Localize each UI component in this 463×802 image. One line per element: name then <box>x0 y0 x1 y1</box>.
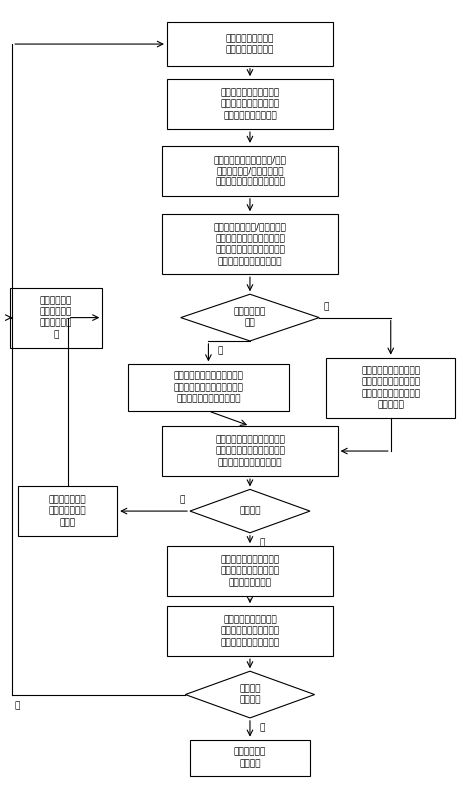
FancyBboxPatch shape <box>190 739 310 776</box>
Text: 是: 是 <box>259 723 264 732</box>
Text: 平台对用户提交的订
单信息进行确认流程: 平台对用户提交的订 单信息进行确认流程 <box>226 34 274 55</box>
FancyBboxPatch shape <box>167 22 333 66</box>
Text: 用户满意
生产效果: 用户满意 生产效果 <box>239 684 261 705</box>
Text: 平台进行生产任务调度，
分配生产工厂及烧录控制
终端并下发任务标识码: 平台进行生产任务调度， 分配生产工厂及烧录控制 终端并下发任务标识码 <box>220 88 280 120</box>
FancyBboxPatch shape <box>10 288 102 347</box>
Text: 校验通过: 校验通过 <box>239 507 261 516</box>
FancyBboxPatch shape <box>162 146 338 196</box>
Text: 否: 否 <box>324 302 329 311</box>
FancyBboxPatch shape <box>167 79 333 129</box>
Text: 用户将生产资料上传至远
程自助烧录平台，实际生
产前由平台下发至生产烧
录控制终端: 用户将生产资料上传至远 程自助烧录平台，实际生 产前由平台下发至生产烧 录控制终… <box>361 366 420 409</box>
Polygon shape <box>185 671 314 718</box>
FancyBboxPatch shape <box>167 546 333 596</box>
FancyBboxPatch shape <box>162 426 338 476</box>
Text: 生产烧录控制终端将固件
发送到烧录模块，开始进
行烧录生产、测试: 生产烧录控制终端将固件 发送到烧录模块，开始进 行烧录生产、测试 <box>220 555 280 587</box>
Polygon shape <box>190 489 310 533</box>
FancyBboxPatch shape <box>18 486 117 536</box>
FancyBboxPatch shape <box>326 358 456 418</box>
Text: 否: 否 <box>180 496 185 504</box>
Polygon shape <box>181 294 319 341</box>
Text: 是: 是 <box>259 538 264 547</box>
Text: 用户自定义修改加/解密代码后
编译生成动态链接库，并对原
始固件进行加密，连同任务标
识码作为本次任务生产资料: 用户自定义修改加/解密代码后 编译生成动态链接库，并对原 始固件进行加密，连同任… <box>213 222 287 266</box>
FancyBboxPatch shape <box>162 214 338 274</box>
Text: 问题上报平台，
通知用户检查生
产资料: 问题上报平台， 通知用户检查生 产资料 <box>49 495 87 527</box>
Text: 平台下发任务标识码、加/解密
程序框架、加/解密代码模板
库、编译环境至用户操作终端: 平台下发任务标识码、加/解密 程序框架、加/解密代码模板 库、编译环境至用户操作… <box>213 155 287 187</box>
Text: 生产资料直传
方式: 生产资料直传 方式 <box>234 307 266 328</box>
Text: 实际生产开始前生产资料通过
网络穿透方式，由用户操作终
端发送至生产烧录控制终端: 实际生产开始前生产资料通过 网络穿透方式，由用户操作终 端发送至生产烧录控制终端 <box>174 371 244 403</box>
Text: 生产烧录控制终端将生
产、测试记录上传，平台
形成生产日志发送至用户: 生产烧录控制终端将生 产、测试记录上传，平台 形成生产日志发送至用户 <box>220 615 280 647</box>
Text: 平台管理员介
入，与用户协
商问题解决方
法: 平台管理员介 入，与用户协 商问题解决方 法 <box>40 296 72 339</box>
Text: 是: 是 <box>218 346 223 355</box>
Text: 否: 否 <box>14 701 20 711</box>
FancyBboxPatch shape <box>128 364 289 411</box>
Text: 生产任务结束
订单完成: 生产任务结束 订单完成 <box>234 747 266 768</box>
Text: 生产烧录控制终端校验任务信
息，加载接收的解密库对固件
进行解密并校验文件完整性: 生产烧录控制终端校验任务信 息，加载接收的解密库对固件 进行解密并校验文件完整性 <box>215 435 285 467</box>
FancyBboxPatch shape <box>167 606 333 656</box>
